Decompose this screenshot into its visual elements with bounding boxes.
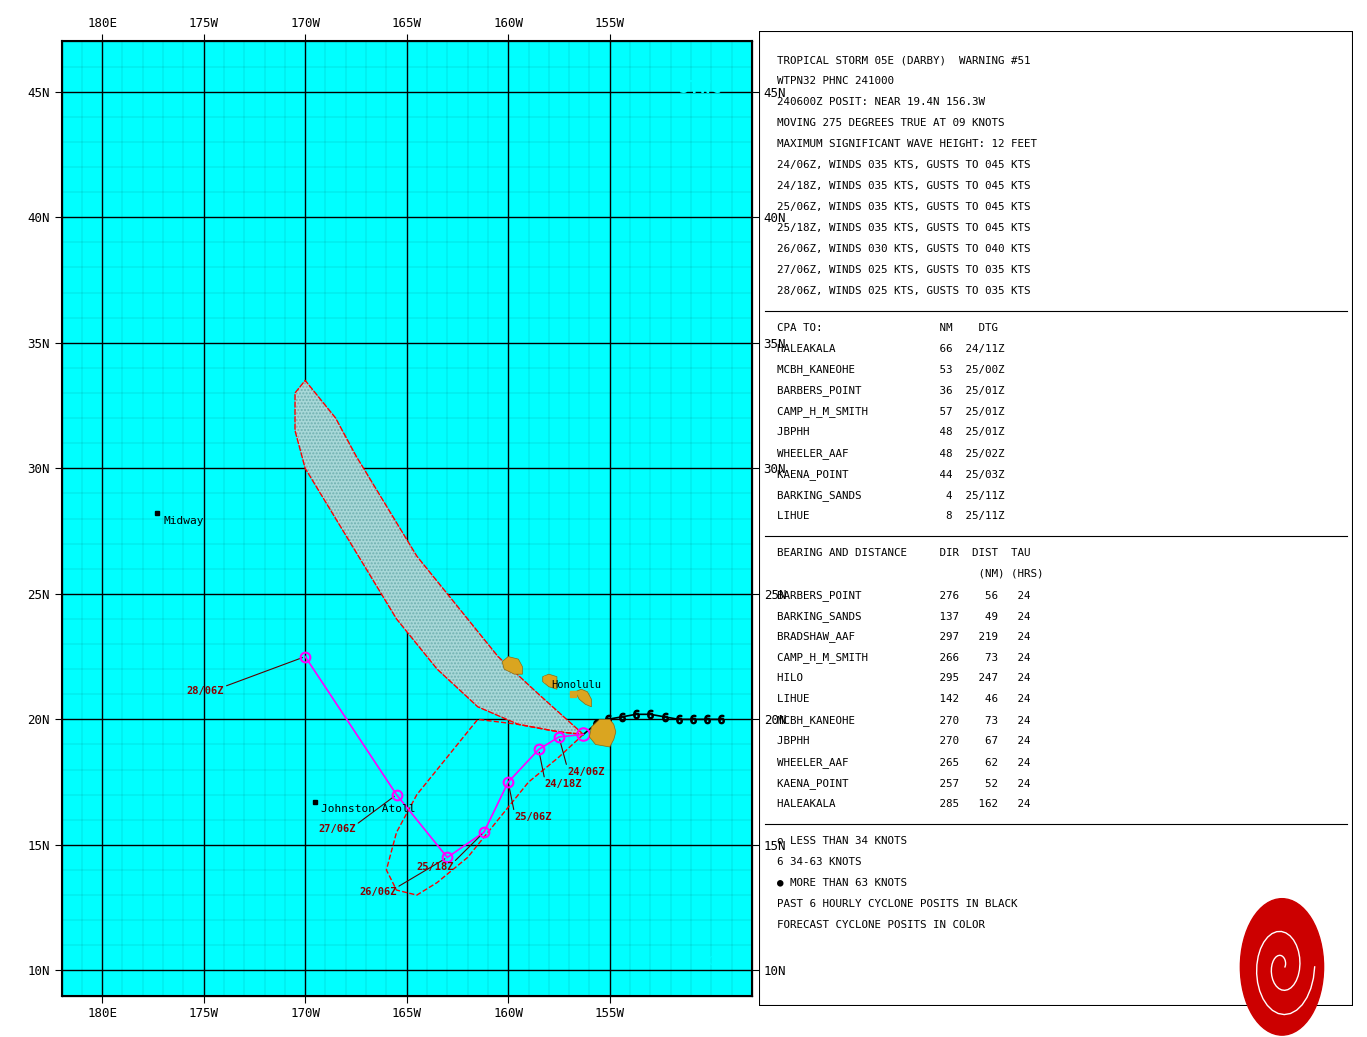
Text: 24/06Z, WINDS 035 KTS, GUSTS TO 045 KTS: 24/06Z, WINDS 035 KTS, GUSTS TO 045 KTS — [776, 161, 1029, 170]
Text: BARKING_SANDS            137    49   24: BARKING_SANDS 137 49 24 — [776, 611, 1029, 621]
Text: BARBERS_POINT            276    56   24: BARBERS_POINT 276 56 24 — [776, 590, 1029, 600]
Text: CPA TO:                  NM    DTG: CPA TO: NM DTG — [776, 323, 998, 333]
Text: 26/06Z, WINDS 030 KTS, GUSTS TO 040 KTS: 26/06Z, WINDS 030 KTS, GUSTS TO 040 KTS — [776, 244, 1029, 254]
Text: Honolulu: Honolulu — [551, 680, 601, 690]
Text: WTPN32 PHNC 241000: WTPN32 PHNC 241000 — [776, 77, 894, 86]
Text: 24/18Z: 24/18Z — [544, 779, 582, 789]
Text: HILO                     295   247   24: HILO 295 247 24 — [776, 673, 1029, 683]
Text: 26/06Z: 26/06Z — [360, 887, 396, 897]
Text: KAENA_POINT              257    52   24: KAENA_POINT 257 52 24 — [776, 779, 1029, 789]
Text: (NM) (HRS): (NM) (HRS) — [776, 568, 1043, 579]
Text: CAMP_H_M_SMITH           266    73   24: CAMP_H_M_SMITH 266 73 24 — [776, 652, 1029, 664]
Text: MAXIMUM SIGNIFICANT WAVE HEIGHT: 12 FEET: MAXIMUM SIGNIFICANT WAVE HEIGHT: 12 FEET — [776, 139, 1036, 149]
Text: o LESS THAN 34 KNOTS: o LESS THAN 34 KNOTS — [776, 836, 906, 846]
Text: JBPHH                    270    67   24: JBPHH 270 67 24 — [776, 736, 1029, 747]
Text: CAMP_H_M_SMITH           57  25/01Z: CAMP_H_M_SMITH 57 25/01Z — [776, 407, 1003, 417]
Text: HALEAKALA                66  24/11Z: HALEAKALA 66 24/11Z — [776, 343, 1003, 354]
Text: 27/06Z, WINDS 025 KTS, GUSTS TO 035 KTS: 27/06Z, WINDS 025 KTS, GUSTS TO 035 KTS — [776, 265, 1029, 275]
Text: Midway: Midway — [163, 515, 204, 526]
Circle shape — [1240, 899, 1323, 1035]
Text: MCBH_KANEOHE             53  25/00Z: MCBH_KANEOHE 53 25/00Z — [776, 364, 1003, 375]
Text: Johnston Atoll: Johnston Atoll — [321, 805, 416, 814]
Text: TROPICAL STORM 05E (DARBY)  WARNING #51: TROPICAL STORM 05E (DARBY) WARNING #51 — [776, 55, 1029, 65]
Text: BRADSHAW_AAF             297   219   24: BRADSHAW_AAF 297 219 24 — [776, 632, 1029, 643]
Text: BEARING AND DISTANCE     DIR  DIST  TAU: BEARING AND DISTANCE DIR DIST TAU — [776, 548, 1029, 558]
Text: MOVING 275 DEGREES TRUE AT 09 KNOTS: MOVING 275 DEGREES TRUE AT 09 KNOTS — [776, 118, 1003, 129]
Text: 28/06Z: 28/06Z — [186, 686, 224, 696]
Text: FORECAST CYCLONE POSITS IN COLOR: FORECAST CYCLONE POSITS IN COLOR — [776, 920, 984, 929]
Text: HALEAKALA                285   162   24: HALEAKALA 285 162 24 — [776, 800, 1029, 809]
Polygon shape — [589, 720, 615, 747]
Text: MCBH_KANEOHE             270    73   24: MCBH_KANEOHE 270 73 24 — [776, 716, 1029, 726]
Polygon shape — [502, 656, 522, 674]
Polygon shape — [543, 674, 556, 690]
Text: WHEELER_AAF              265    62   24: WHEELER_AAF 265 62 24 — [776, 757, 1029, 768]
Text: WHEELER_AAF              48  25/02Z: WHEELER_AAF 48 25/02Z — [776, 448, 1003, 459]
Polygon shape — [576, 690, 592, 707]
Text: ● MORE THAN 63 KNOTS: ● MORE THAN 63 KNOTS — [776, 877, 906, 888]
Text: 24/18Z, WINDS 035 KTS, GUSTS TO 045 KTS: 24/18Z, WINDS 035 KTS, GUSTS TO 045 KTS — [776, 181, 1029, 191]
Text: JTWC: JTWC — [678, 79, 722, 97]
Text: 25/06Z, WINDS 035 KTS, GUSTS TO 045 KTS: 25/06Z, WINDS 035 KTS, GUSTS TO 045 KTS — [776, 202, 1029, 213]
Polygon shape — [295, 381, 584, 734]
Text: PAST 6 HOURLY CYCLONE POSITS IN BLACK: PAST 6 HOURLY CYCLONE POSITS IN BLACK — [776, 899, 1017, 908]
Text: 27/06Z: 27/06Z — [319, 824, 355, 835]
Text: ATCF®: ATCF® — [694, 955, 731, 969]
Text: JBPHH                    48  25/01Z: JBPHH 48 25/01Z — [776, 427, 1003, 438]
Text: LIHUE                     8  25/11Z: LIHUE 8 25/11Z — [776, 511, 1003, 522]
FancyBboxPatch shape — [759, 31, 1353, 1006]
Text: LIHUE                    142    46   24: LIHUE 142 46 24 — [776, 695, 1029, 704]
Text: BARBERS_POINT            36  25/01Z: BARBERS_POINT 36 25/01Z — [776, 386, 1003, 396]
Text: 24/06Z: 24/06Z — [567, 766, 604, 777]
Text: BARKING_SANDS             4  25/11Z: BARKING_SANDS 4 25/11Z — [776, 491, 1003, 501]
Text: 28/06Z, WINDS 025 KTS, GUSTS TO 035 KTS: 28/06Z, WINDS 025 KTS, GUSTS TO 035 KTS — [776, 286, 1029, 296]
Text: KAENA_POINT              44  25/03Z: KAENA_POINT 44 25/03Z — [776, 470, 1003, 480]
Text: 6 34-63 KNOTS: 6 34-63 KNOTS — [776, 857, 861, 867]
Text: 25/18Z: 25/18Z — [416, 862, 454, 872]
Text: 240600Z POSIT: NEAR 19.4N 156.3W: 240600Z POSIT: NEAR 19.4N 156.3W — [776, 97, 984, 108]
Text: 25/06Z: 25/06Z — [514, 812, 552, 821]
Text: 25/18Z, WINDS 035 KTS, GUSTS TO 045 KTS: 25/18Z, WINDS 035 KTS, GUSTS TO 045 KTS — [776, 223, 1029, 233]
